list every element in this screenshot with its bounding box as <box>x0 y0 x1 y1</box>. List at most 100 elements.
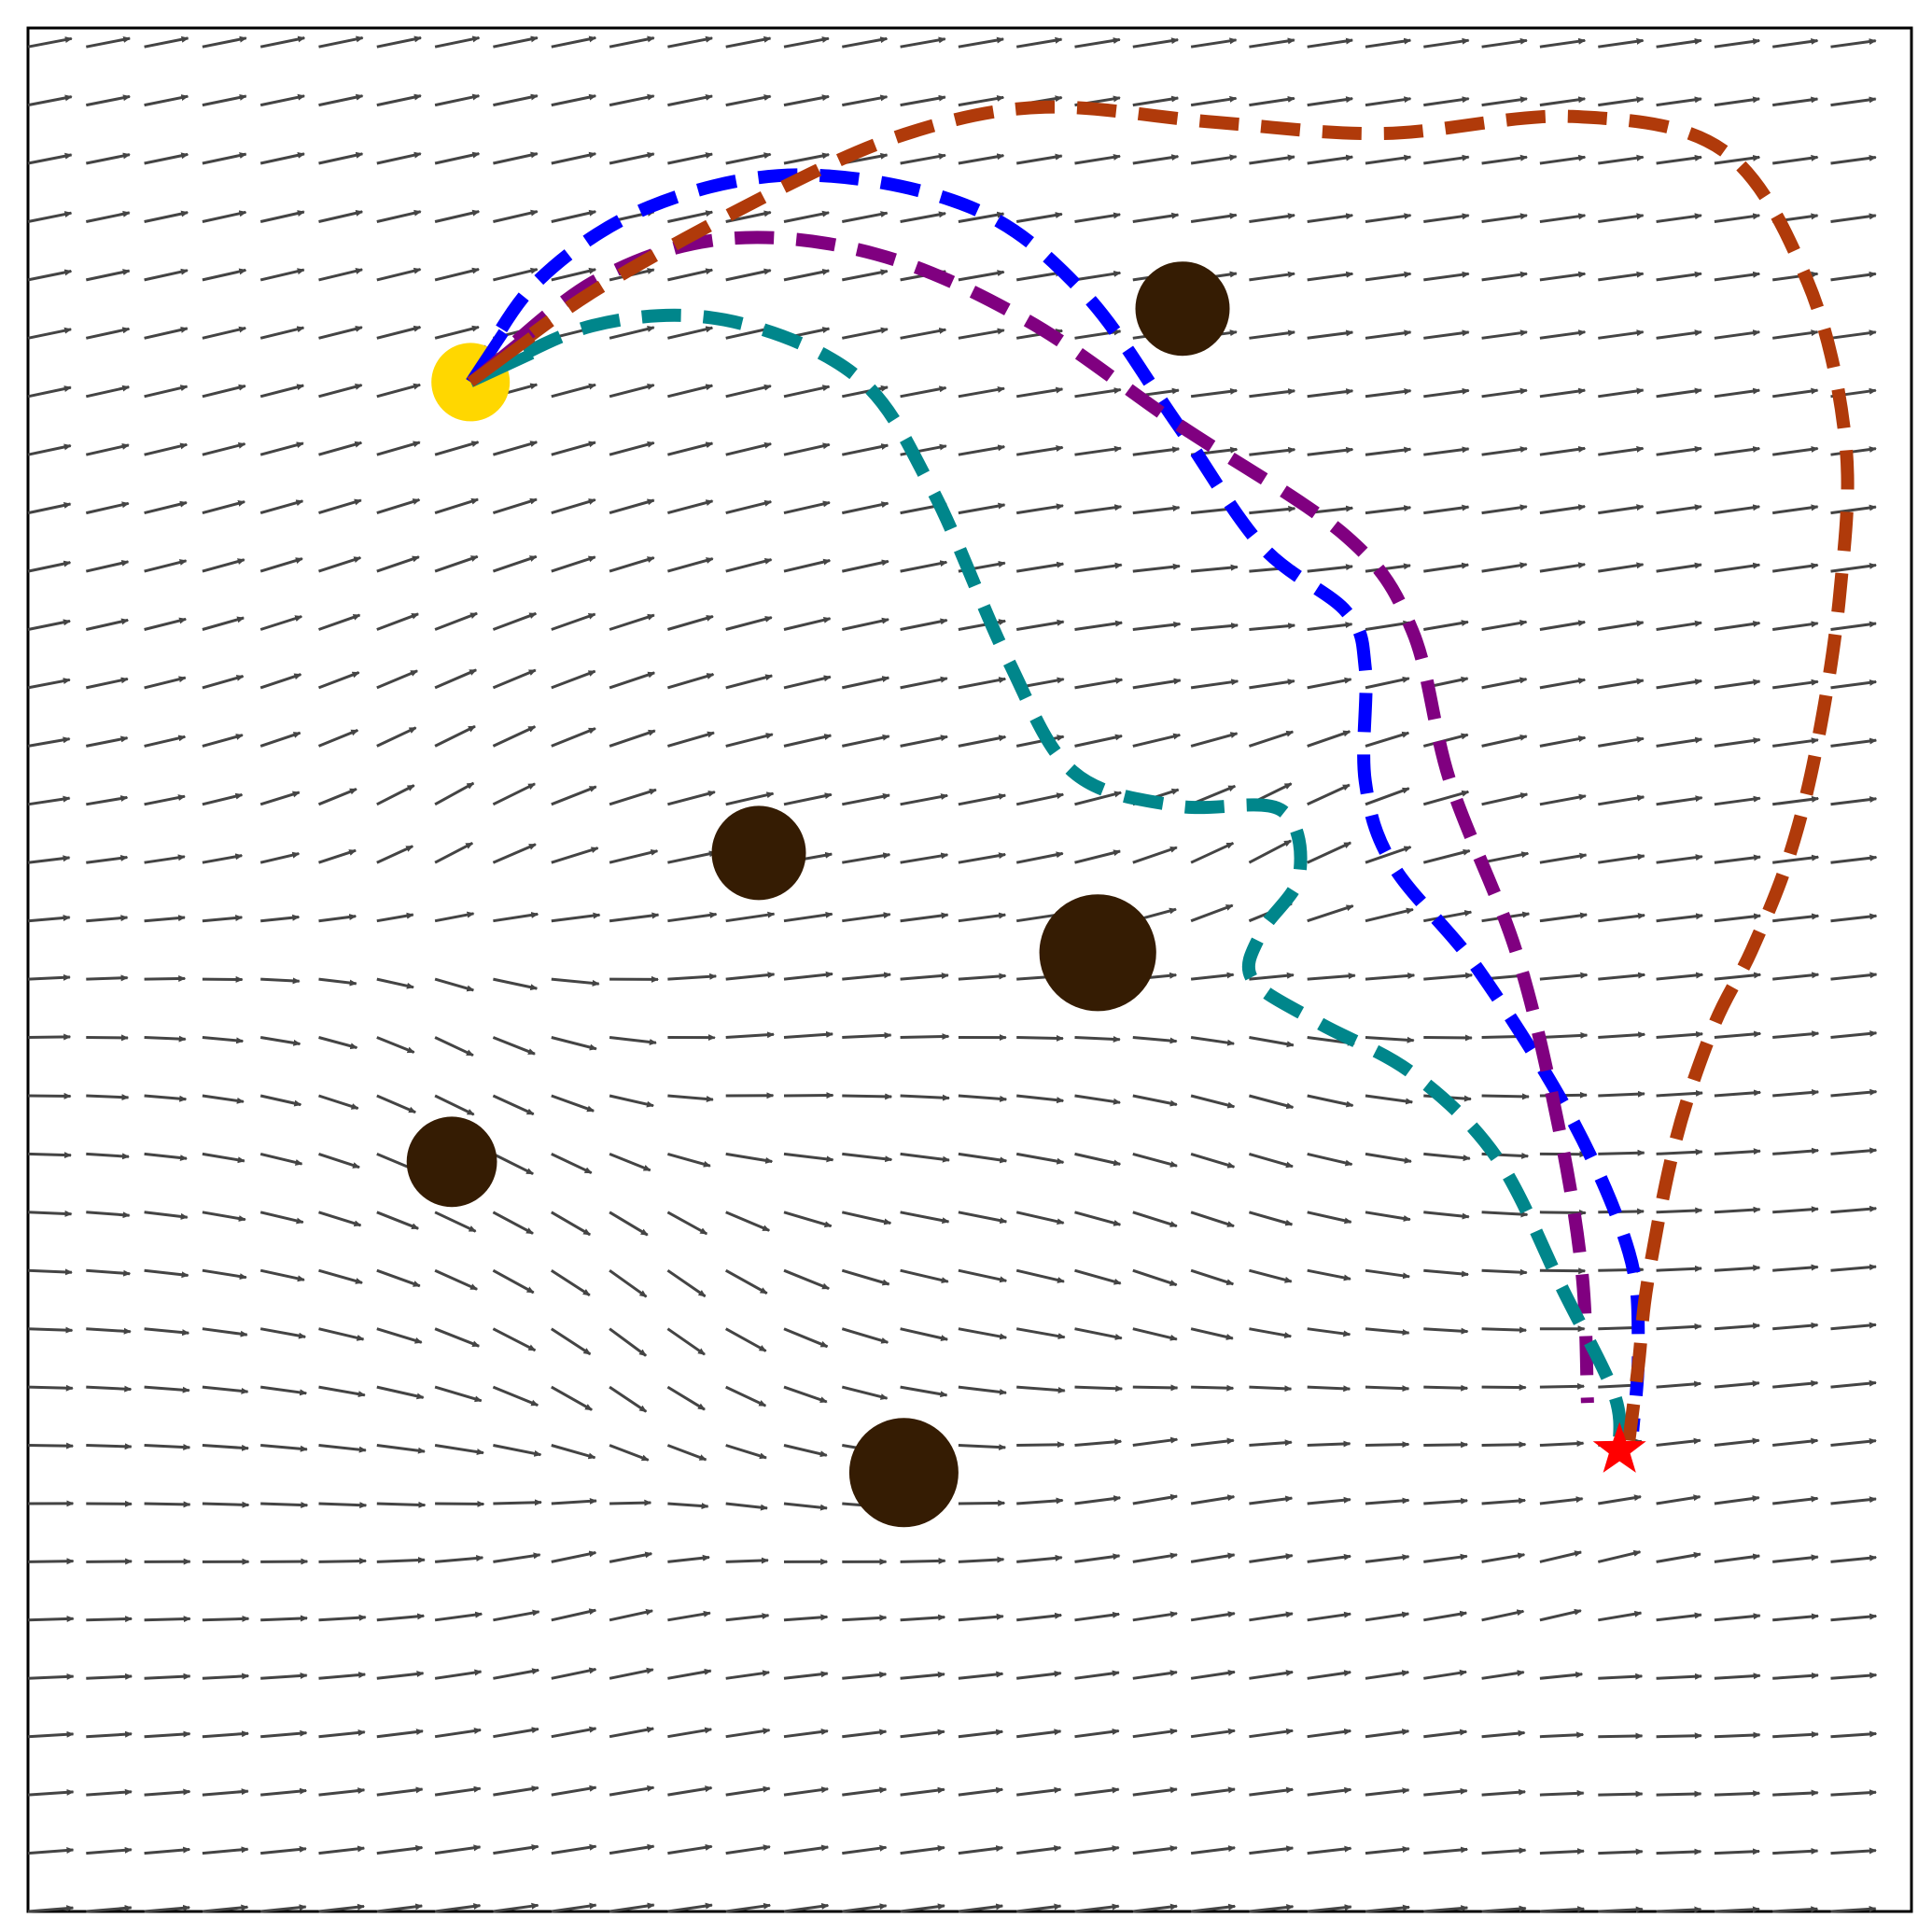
field-arrow <box>1772 1088 1820 1098</box>
field-arrow <box>783 1030 834 1039</box>
field-arrow <box>1714 1613 1761 1622</box>
field-arrow <box>1539 1550 1583 1563</box>
field-arrow <box>1307 154 1354 165</box>
field-arrow <box>202 500 246 515</box>
field-arrow <box>667 499 714 515</box>
field-arrow <box>958 792 1007 806</box>
field-arrow <box>202 1846 249 1855</box>
field-arrow <box>900 1671 945 1680</box>
field-arrow <box>1830 1789 1877 1797</box>
field-arrow <box>1190 1036 1236 1046</box>
field-arrow <box>1307 973 1356 981</box>
field-arrow <box>1249 1327 1293 1338</box>
field-arrow <box>783 1211 833 1228</box>
field-arrow <box>1771 37 1819 49</box>
field-arrow <box>783 152 831 165</box>
field-arrow <box>1190 1437 1235 1447</box>
field-arrow <box>1598 1610 1643 1622</box>
field-arrow <box>1016 1845 1062 1855</box>
field-arrow <box>492 554 538 573</box>
field-arrow <box>609 729 656 748</box>
field-arrow <box>1714 1553 1761 1563</box>
field-arrow <box>1190 95 1238 107</box>
field-arrow <box>1249 1553 1294 1563</box>
field-arrow <box>1598 504 1645 515</box>
field-arrow <box>202 616 245 631</box>
field-arrow <box>144 35 189 49</box>
field-arrow <box>725 1557 769 1564</box>
field-arrow <box>1772 1789 1819 1797</box>
field-arrow <box>434 1268 479 1291</box>
field-arrow <box>1481 1497 1527 1505</box>
field-arrow <box>434 1211 477 1233</box>
field-arrow <box>27 443 72 456</box>
field-arrow <box>1481 1552 1526 1563</box>
field-arrow <box>202 1730 249 1739</box>
field-arrow <box>1772 1613 1819 1622</box>
field-arrow <box>1598 1848 1644 1855</box>
field-arrow <box>1481 677 1528 690</box>
field-arrow <box>1539 1906 1586 1913</box>
field-arrow <box>434 841 474 864</box>
field-arrow <box>609 383 655 399</box>
field-arrow <box>1132 37 1180 49</box>
goal-star-icon <box>1592 1421 1646 1473</box>
field-arrow <box>434 1611 483 1622</box>
field-arrow <box>609 1726 655 1739</box>
field-arrow <box>434 1844 482 1855</box>
field-arrow <box>1598 1732 1644 1740</box>
field-arrow <box>1132 154 1180 165</box>
field-arrow <box>1598 1031 1646 1039</box>
field-arrow <box>1598 972 1646 981</box>
field-arrow <box>1714 1673 1761 1680</box>
field-arrow <box>1656 1848 1702 1855</box>
field-arrow <box>609 556 655 573</box>
field-arrow <box>202 1673 250 1680</box>
field-arrow <box>841 1385 889 1400</box>
field-arrow <box>144 94 189 107</box>
field-arrow <box>1423 1441 1469 1449</box>
field-arrow <box>27 1847 75 1855</box>
field-arrow <box>1249 679 1295 690</box>
field-arrow <box>1656 1380 1702 1389</box>
field-arrow <box>1423 96 1470 107</box>
field-arrow <box>202 1615 250 1622</box>
field-arrow <box>783 1671 829 1680</box>
field-arrow <box>609 35 655 49</box>
field-arrow <box>609 1268 648 1298</box>
field-arrow <box>27 1905 75 1913</box>
field-arrow <box>318 326 363 340</box>
field-arrow <box>1598 1149 1645 1156</box>
field-arrow <box>1830 329 1877 340</box>
field-arrow <box>259 791 301 806</box>
field-arrow <box>492 668 537 690</box>
field-arrow <box>27 795 71 806</box>
field-arrow <box>434 267 480 282</box>
field-arrow <box>376 1786 424 1797</box>
field-arrow <box>667 384 714 399</box>
field-arrow <box>666 673 715 690</box>
field-arrow <box>1015 735 1065 748</box>
field-arrow <box>1481 387 1528 399</box>
field-arrow <box>1132 95 1180 107</box>
field-arrow <box>1307 730 1351 748</box>
field-arrow <box>27 678 71 690</box>
obstacle <box>406 1116 497 1208</box>
field-arrow <box>1190 1211 1235 1228</box>
field-arrow <box>1365 676 1410 690</box>
field-arrow <box>1016 1554 1063 1563</box>
field-arrow <box>900 211 946 223</box>
field-arrow <box>202 734 244 748</box>
field-arrow <box>1190 1494 1236 1505</box>
field-arrow <box>783 558 832 573</box>
field-arrow <box>842 94 889 107</box>
field-arrow <box>318 1672 367 1680</box>
field-arrow <box>1365 154 1412 165</box>
field-arrow <box>86 915 129 923</box>
field-arrow <box>259 1385 308 1396</box>
field-arrow <box>609 1153 651 1172</box>
field-arrow <box>1830 504 1877 515</box>
field-arrow <box>900 1844 945 1855</box>
field-arrow <box>376 784 415 806</box>
field-arrow <box>1656 445 1702 456</box>
